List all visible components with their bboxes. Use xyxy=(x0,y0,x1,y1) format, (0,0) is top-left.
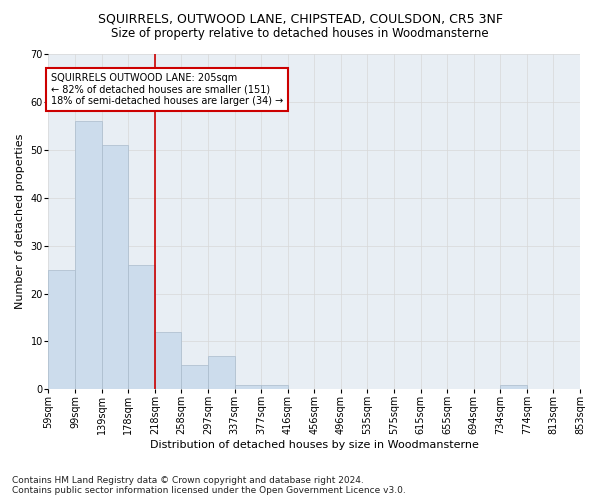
X-axis label: Distribution of detached houses by size in Woodmansterne: Distribution of detached houses by size … xyxy=(150,440,479,450)
Bar xyxy=(208,356,235,390)
Bar xyxy=(49,270,75,390)
Bar xyxy=(235,384,261,390)
Bar xyxy=(181,366,208,390)
Text: SQUIRRELS, OUTWOOD LANE, CHIPSTEAD, COULSDON, CR5 3NF: SQUIRRELS, OUTWOOD LANE, CHIPSTEAD, COUL… xyxy=(97,12,503,26)
Bar xyxy=(500,384,527,390)
Bar xyxy=(261,384,287,390)
Bar xyxy=(101,145,128,390)
Bar xyxy=(128,265,155,390)
Bar xyxy=(75,121,101,390)
Text: Contains HM Land Registry data © Crown copyright and database right 2024.
Contai: Contains HM Land Registry data © Crown c… xyxy=(12,476,406,495)
Text: SQUIRRELS OUTWOOD LANE: 205sqm
← 82% of detached houses are smaller (151)
18% of: SQUIRRELS OUTWOOD LANE: 205sqm ← 82% of … xyxy=(50,73,283,106)
Text: Size of property relative to detached houses in Woodmansterne: Size of property relative to detached ho… xyxy=(111,28,489,40)
Bar xyxy=(155,332,181,390)
Y-axis label: Number of detached properties: Number of detached properties xyxy=(15,134,25,310)
